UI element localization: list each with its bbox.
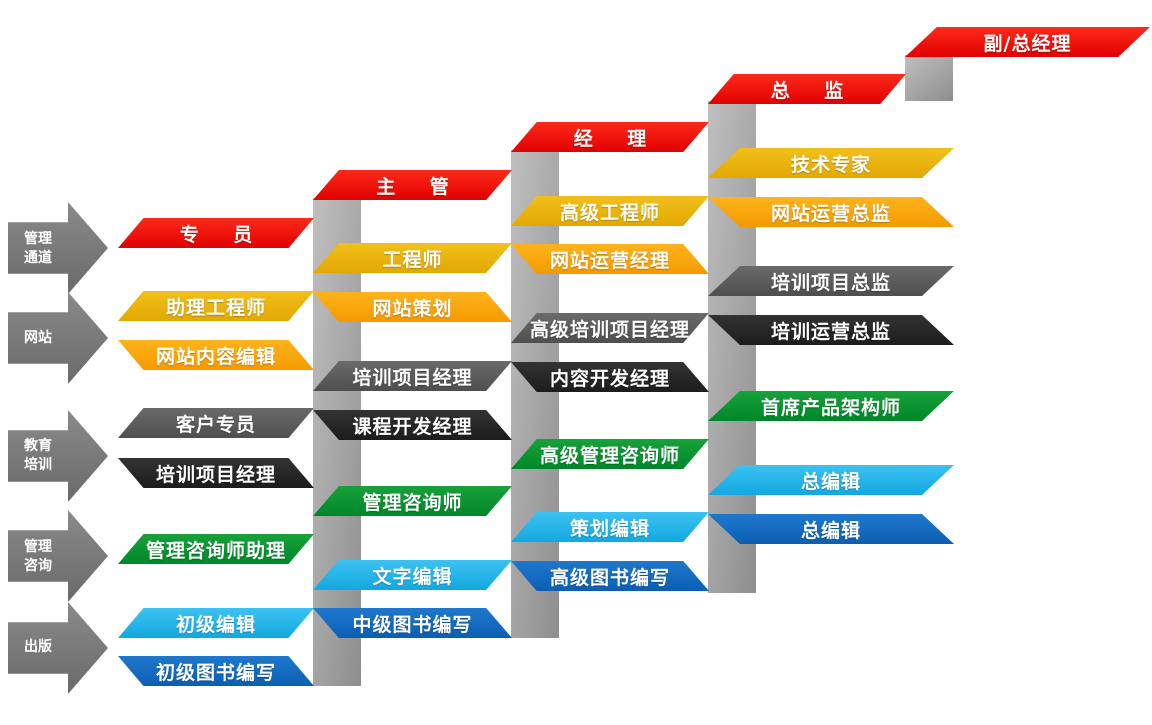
role-chief-editor: 总编辑 [708,465,954,495]
track-label-website: 网站 [24,330,52,346]
role-senior-book-writer: 高级图书编写 [511,561,709,591]
role-director: 总 监 [708,74,906,104]
role-supervisor: 主 管 [313,170,512,200]
riser [905,55,953,101]
role-course-development-manager: 课程开发经理 [313,410,512,440]
riser [313,198,361,686]
role-chief-editor: 总编辑 [708,514,954,544]
role-management-consultant: 管理咨询师 [313,486,512,516]
role-training-project-manager: 培训项目经理 [313,361,512,391]
role-client-specialist: 客户专员 [118,408,314,438]
role-chief-product-architect: 首席产品架构师 [708,391,954,421]
role-specialist: 专 员 [118,218,314,248]
track-label-management: 管理 通道 [24,231,52,266]
role-mid-book-writer: 中级图书编写 [313,608,512,638]
role-junior-book-writer: 初级图书编写 [118,656,314,686]
role-vp-general-manager: 副/总经理 [905,27,1150,57]
role-planning-editor: 策划编辑 [511,512,709,542]
role-senior-training-project-manager: 高级培训项目经理 [511,313,709,343]
track-label-publishing: 出版 [24,639,52,655]
role-assistant-consultant: 管理咨询师助理 [118,534,314,564]
riser [708,101,756,593]
track-label-consulting: 管理 咨询 [24,539,52,574]
role-website-ops-director: 网站运营总监 [708,197,954,227]
role-manager: 经 理 [511,122,709,152]
riser [511,150,559,638]
role-junior-editor: 初级编辑 [118,608,314,638]
role-training-project-manager: 培训项目经理 [118,458,314,488]
role-website-planner: 网站策划 [313,292,512,322]
role-technical-expert: 技术专家 [708,148,954,178]
role-assistant-engineer: 助理工程师 [118,291,314,321]
role-senior-management-consultant: 高级管理咨询师 [511,439,709,469]
role-senior-engineer: 高级工程师 [511,196,709,226]
role-engineer: 工程师 [313,243,512,273]
track-label-education: 教育 培训 [24,438,52,473]
role-website-content-editor: 网站内容编辑 [118,340,314,370]
role-text-editor: 文字编辑 [313,560,512,590]
role-training-ops-director: 培训运营总监 [708,315,954,345]
role-content-development-manager: 内容开发经理 [511,362,709,392]
role-website-ops-manager: 网站运营经理 [511,244,709,274]
role-training-project-director: 培训项目总监 [708,266,954,296]
